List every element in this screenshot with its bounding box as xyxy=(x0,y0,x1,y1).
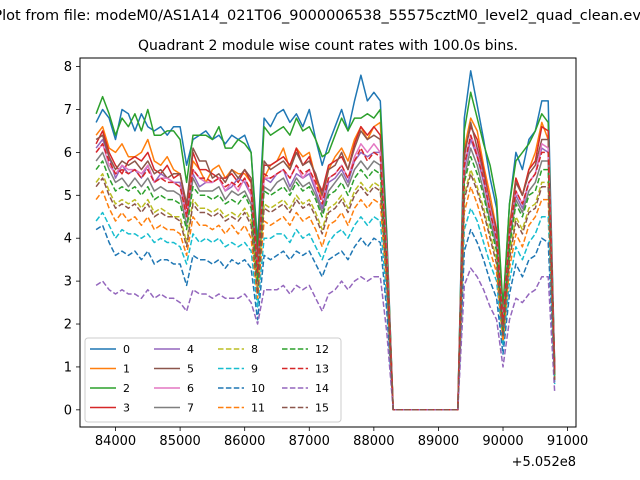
legend-label-8: 8 xyxy=(251,343,258,356)
legend-label-2: 2 xyxy=(123,382,130,395)
y-tick-label: 5 xyxy=(64,189,72,204)
x-tick-label: 90000 xyxy=(482,434,523,449)
x-tick-label: 86000 xyxy=(224,434,265,449)
x-tick-label: 87000 xyxy=(289,434,330,449)
series-line-2 xyxy=(95,91,556,411)
series-line-9 xyxy=(95,207,556,411)
y-tick-label: 8 xyxy=(64,60,72,75)
series-line-12 xyxy=(95,155,556,411)
legend-label-13: 13 xyxy=(315,363,329,376)
series-line-10 xyxy=(95,224,556,411)
legend-label-10: 10 xyxy=(251,382,265,395)
series-layer xyxy=(95,70,556,411)
legend-label-12: 12 xyxy=(315,343,329,356)
legend-label-11: 11 xyxy=(251,402,265,415)
y-axis: 0 1 2 3 4 5 6 7 8 xyxy=(64,60,80,418)
legend-label-6: 6 xyxy=(187,382,194,395)
series-line-15 xyxy=(95,173,556,411)
x-axis-offset-text: +5.052e8 xyxy=(512,455,576,470)
series-line-8 xyxy=(95,168,556,411)
x-tick-label: 91000 xyxy=(547,434,588,449)
y-tick-label: 6 xyxy=(64,146,72,161)
series-line-11 xyxy=(95,185,556,411)
series-line-5 xyxy=(95,121,556,411)
legend-label-5: 5 xyxy=(187,363,194,376)
x-tick-label: 89000 xyxy=(418,434,459,449)
y-tick-label: 2 xyxy=(64,318,72,333)
series-line-14 xyxy=(95,267,556,411)
legend-label-1: 1 xyxy=(123,363,130,376)
legend-box xyxy=(84,337,342,423)
y-tick-label: 1 xyxy=(64,360,72,375)
y-tick-label: 4 xyxy=(64,232,72,247)
chart-title: Quadrant 2 module wise count rates with … xyxy=(138,38,518,54)
y-tick-label: 0 xyxy=(64,403,72,418)
x-tick-label: 84000 xyxy=(95,434,136,449)
x-axis: 84000 85000 86000 87000 88000 89000 90000 91000 xyxy=(95,427,588,449)
y-tick-label: 7 xyxy=(64,103,72,118)
y-tick-label: 3 xyxy=(64,275,72,290)
legend-label-4: 4 xyxy=(187,343,194,356)
legend-label-9: 9 xyxy=(251,363,258,376)
legend-label-14: 14 xyxy=(315,382,329,395)
x-tick-label: 88000 xyxy=(353,434,394,449)
legend-label-0: 0 xyxy=(123,343,130,356)
series-line-13 xyxy=(95,134,556,411)
figure-suptitle: Plot from file: modeM0/AS1A14_021T06_900… xyxy=(0,8,640,24)
legend-label-3: 3 xyxy=(123,402,130,415)
legend-label-15: 15 xyxy=(315,402,329,415)
x-tick-label: 85000 xyxy=(159,434,200,449)
series-line-7 xyxy=(95,147,556,411)
legend-label-7: 7 xyxy=(187,402,194,415)
series-line-3 xyxy=(95,125,556,411)
